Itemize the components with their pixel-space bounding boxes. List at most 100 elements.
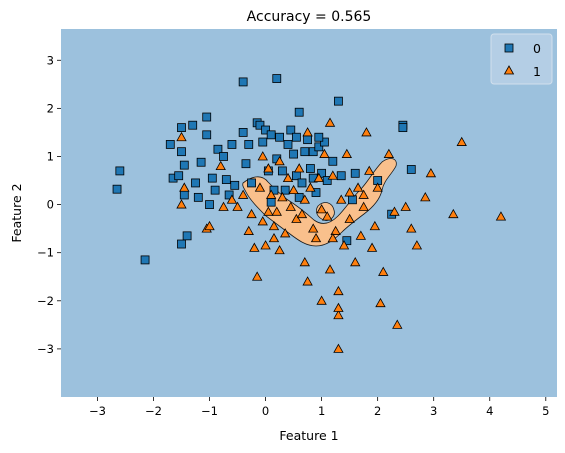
data-point-class-1 <box>389 206 400 216</box>
data-point-class-0 <box>320 137 329 147</box>
data-point-class-1 <box>204 220 215 231</box>
y-tick-label: 2 <box>47 101 54 115</box>
x-tick-label: −3 <box>89 404 106 418</box>
data-point-class-1 <box>308 223 319 233</box>
data-point-class-1 <box>364 165 375 175</box>
data-point-class-1 <box>302 276 313 286</box>
data-point-class-0 <box>188 120 198 130</box>
plot-background <box>61 29 557 397</box>
data-point-class-1 <box>378 266 389 276</box>
data-point-class-0 <box>314 142 324 152</box>
data-point-class-0 <box>202 130 212 140</box>
data-point-class-0 <box>140 255 150 265</box>
data-point-class-0 <box>202 112 212 122</box>
data-point-class-0 <box>191 178 200 188</box>
data-point-class-0 <box>266 130 276 140</box>
legend-marker-1 <box>503 65 515 75</box>
data-point-class-0 <box>294 107 304 117</box>
data-point-class-1 <box>420 192 431 202</box>
x-tick-label: 5 <box>542 404 549 418</box>
x-tick-label: −1 <box>201 404 218 418</box>
data-point-class-1 <box>232 201 243 211</box>
data-point-class-0 <box>179 190 189 200</box>
decision-region-class-1 <box>242 158 397 247</box>
data-point-class-1 <box>257 151 268 161</box>
data-point-class-0 <box>269 185 279 195</box>
data-point-class-0 <box>317 168 327 178</box>
data-point-class-1 <box>299 194 310 204</box>
data-point-class-1 <box>274 155 285 166</box>
data-point-class-0 <box>266 197 276 207</box>
data-point-class-0 <box>322 176 332 185</box>
data-point-class-1 <box>246 208 257 219</box>
data-point-class-0 <box>272 74 282 83</box>
data-point-class-0 <box>291 132 301 142</box>
data-point-class-1 <box>411 240 423 250</box>
data-point-class-0 <box>219 152 228 161</box>
data-point-class-1 <box>237 189 249 199</box>
data-point-class-1 <box>313 172 324 183</box>
data-point-class-0 <box>213 144 223 154</box>
legend-label-1: 1 <box>533 64 541 79</box>
x-tick-label: −2 <box>145 404 162 418</box>
data-point-class-1 <box>358 201 369 211</box>
data-point-class-1 <box>254 182 266 192</box>
data-point-class-0 <box>291 171 301 181</box>
data-point-class-1 <box>322 211 333 221</box>
data-point-class-0 <box>280 185 290 195</box>
data-point-class-1 <box>291 213 302 223</box>
y-tick-label: −3 <box>37 342 54 356</box>
data-point-class-1 <box>257 216 268 226</box>
data-point-class-1 <box>333 309 344 320</box>
data-point-class-0 <box>230 180 240 190</box>
y-axis-label: Feature 2 <box>9 183 24 242</box>
data-point-class-1 <box>406 223 417 233</box>
y-tick-label: 0 <box>47 198 54 212</box>
data-point-class-1 <box>282 172 294 183</box>
data-point-class-0 <box>238 77 248 87</box>
data-point-class-0 <box>258 137 268 147</box>
data-point-class-1 <box>260 240 271 250</box>
x-axis-ticks: −3 −2 −1 0 1 2 3 4 5 <box>89 397 549 418</box>
data-point-class-0 <box>238 128 248 137</box>
data-point-class-0 <box>297 178 307 188</box>
data-point-class-1 <box>333 343 344 353</box>
data-point-class-0 <box>165 140 175 149</box>
y-tick-label: 1 <box>47 149 54 163</box>
data-point-class-0 <box>275 132 284 142</box>
data-point-class-1 <box>294 163 305 173</box>
data-point-class-1 <box>263 163 274 173</box>
data-point-class-0 <box>210 185 220 195</box>
data-point-class-1 <box>316 204 327 214</box>
data-point-class-1 <box>383 148 395 158</box>
data-point-class-1 <box>310 232 322 243</box>
data-point-class-1 <box>400 201 411 211</box>
data-point-class-1 <box>344 213 355 223</box>
data-point-class-1 <box>316 295 327 305</box>
data-point-class-0 <box>277 166 287 176</box>
y-tick-label: −2 <box>37 294 54 308</box>
data-point-class-0 <box>311 188 321 197</box>
y-tick-label: 3 <box>47 53 54 67</box>
data-point-class-1 <box>333 302 344 312</box>
data-point-class-1 <box>330 225 341 235</box>
data-point-class-0 <box>289 149 298 159</box>
data-point-class-0 <box>350 168 360 178</box>
data-point-class-1 <box>279 228 291 238</box>
data-point-class-0 <box>179 160 189 170</box>
x-tick-label: 4 <box>486 404 493 418</box>
data-point-class-0 <box>205 200 214 209</box>
x-tick-label: 1 <box>318 404 325 418</box>
data-point-class-1 <box>226 194 238 204</box>
data-point-class-1 <box>456 136 467 146</box>
data-point-class-0 <box>177 147 186 157</box>
data-point-class-1 <box>392 319 403 329</box>
data-point-class-1 <box>448 208 459 219</box>
data-point-class-0 <box>115 166 125 176</box>
data-point-class-1 <box>176 199 187 209</box>
data-point-class-0 <box>244 140 254 149</box>
data-point-class-1 <box>288 184 299 195</box>
data-point-class-1 <box>296 208 308 219</box>
legend: 0 1 <box>490 33 553 85</box>
data-point-class-1 <box>324 117 336 127</box>
